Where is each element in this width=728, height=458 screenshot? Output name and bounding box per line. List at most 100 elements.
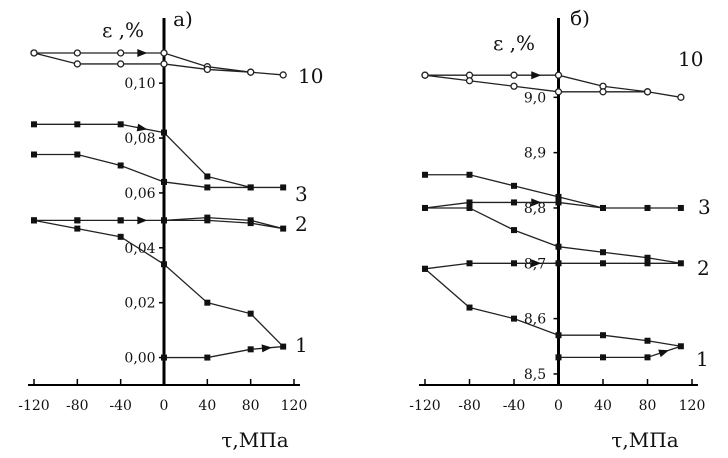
data-point: [422, 204, 428, 211]
data-point: [554, 88, 563, 96]
x-tick-label: 40: [594, 398, 612, 414]
curve-label-1: 1: [295, 333, 308, 357]
data-point: [161, 261, 167, 268]
series-line-2: [424, 207, 681, 270]
x-tick-label: -40: [503, 398, 526, 414]
data-point: [466, 199, 473, 206]
data-point: [555, 243, 562, 250]
data-point: [203, 65, 211, 74]
data-point: [117, 49, 125, 57]
curve-label-10: 10: [298, 64, 323, 88]
y-tick-label: 0,02: [124, 296, 155, 312]
x-tick-label: 0: [160, 398, 169, 414]
series-line-3: [424, 174, 681, 209]
data-point: [247, 68, 255, 76]
data-point: [160, 60, 168, 68]
series-line-10: [424, 74, 681, 98]
panel-b: -120-80-40040801208,58,68,78,88,99,01231…: [409, 6, 710, 452]
data-point: [644, 260, 651, 267]
data-point: [160, 49, 168, 57]
y-tick-label: 0,06: [124, 186, 155, 202]
data-point: [74, 225, 81, 232]
data-point: [677, 343, 684, 350]
x-tick-label: 120: [679, 398, 706, 414]
data-point: [73, 60, 81, 68]
data-point: [30, 49, 38, 57]
x-tick-label: -120: [409, 398, 440, 414]
x-tick-label: -80: [66, 398, 89, 414]
data-point: [204, 299, 211, 306]
data-point: [204, 214, 211, 221]
direction-arrow: [531, 198, 542, 207]
data-point: [600, 204, 606, 211]
data-point: [422, 171, 428, 178]
series-line-1: [33, 219, 285, 359]
panel-label: а): [173, 7, 193, 31]
y-tick-label: 8,5: [524, 367, 546, 383]
y-tick-label: 0,08: [124, 131, 155, 147]
y-tick-label: 9,0: [524, 90, 546, 106]
x-tick-label: 0: [554, 398, 563, 414]
data-point: [465, 77, 474, 85]
data-point: [161, 178, 167, 185]
x-tick-label: 40: [198, 398, 216, 414]
data-point: [74, 121, 81, 128]
data-point: [466, 204, 473, 211]
data-point: [31, 121, 37, 128]
y-axis-title: ε ,%: [493, 31, 535, 55]
data-point: [204, 173, 211, 180]
data-point: [466, 171, 473, 178]
data-point: [280, 184, 287, 191]
data-point: [247, 310, 254, 317]
data-point: [511, 227, 517, 234]
data-point: [31, 217, 37, 224]
direction-arrow: [136, 123, 148, 132]
series-line-3: [34, 123, 284, 189]
x-tick-label: -40: [109, 398, 132, 414]
direction-arrow: [531, 259, 542, 268]
data-point: [117, 233, 124, 240]
data-point: [422, 265, 428, 272]
direction-arrow: [658, 349, 669, 358]
data-point: [554, 71, 563, 79]
x-tick-label: -80: [458, 398, 481, 414]
data-point: [511, 199, 517, 206]
data-point: [161, 354, 167, 361]
data-point: [600, 354, 606, 361]
y-tick-label: 0,10: [124, 76, 155, 92]
y-axis-title: ε ,%: [102, 18, 144, 42]
series-line-10: [33, 52, 284, 76]
data-point: [280, 225, 287, 232]
data-point: [555, 199, 562, 206]
data-point: [644, 254, 651, 261]
data-point: [677, 260, 684, 267]
data-point: [555, 354, 562, 361]
data-point: [555, 260, 562, 267]
series-line-1: [424, 268, 682, 358]
data-point: [643, 88, 652, 96]
curve-label-10: 10: [678, 47, 703, 71]
data-point: [421, 71, 429, 79]
data-point: [555, 332, 562, 339]
data-point: [599, 88, 607, 96]
data-point: [117, 162, 124, 169]
data-point: [644, 204, 651, 211]
y-tick-label: 8,6: [524, 312, 546, 328]
data-point: [677, 93, 685, 101]
data-point: [247, 184, 254, 191]
data-point: [644, 337, 651, 344]
data-point: [511, 182, 517, 189]
y-tick-label: 0,00: [124, 351, 155, 367]
data-point: [247, 346, 254, 353]
data-point: [511, 315, 517, 322]
x-tick-label: 120: [281, 398, 308, 414]
data-point: [247, 217, 254, 224]
data-point: [677, 204, 684, 211]
data-point: [73, 49, 81, 57]
x-axis-title: τ,МПа: [611, 428, 678, 452]
data-point: [510, 82, 518, 90]
data-point: [466, 304, 473, 311]
data-point: [644, 354, 651, 361]
data-point: [466, 260, 473, 267]
